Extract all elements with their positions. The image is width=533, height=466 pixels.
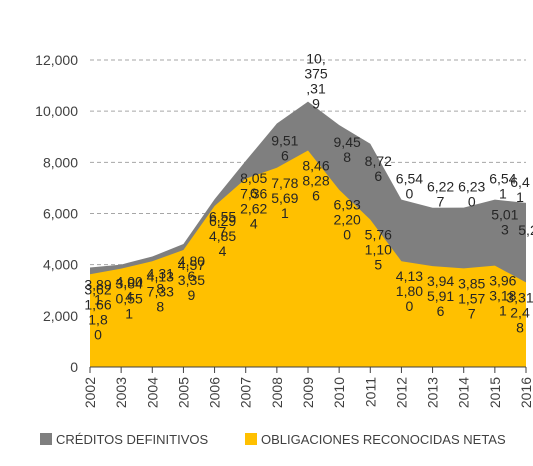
x-tick-label: 2012 [393,377,409,408]
data-label-obligaciones: 6,93 2,20 0 [334,197,361,243]
x-tick-label: 2008 [269,377,285,408]
data-label-obligaciones: 4,13 7,33 8 [147,268,174,314]
data-label-creditos: 4,00 4 [116,274,143,305]
data-label-creditos: 6,55 7 [209,208,236,239]
chart-areas [90,101,526,368]
data-label-obligaciones: 4,13 1,80 0 [396,268,423,314]
x-axis-ticks: 2002 2003 2004 2005 2006 2007 2008 2009 2010 2011… [82,366,533,408]
y-tick-label: 0 [70,359,78,375]
legend-label-obligaciones: OBLIGACIONES RECONOCIDAS NETAS [261,432,506,447]
data-label-creditos: 3,89 1 [84,276,111,307]
data-label-creditos: 6,54 0 [396,171,423,202]
data-label-obligaciones: 3,94 5,91 6 [427,273,454,319]
legend-label-creditos: CRÉDITOS DEFINITIVOS [56,432,208,447]
data-label-creditos: 6,54 1 [489,171,516,202]
data-label-obligaciones: 3,84 0,55 1 [116,276,143,322]
data-label-obligaciones: 3,62 1,66 1,8 0 [84,281,111,342]
data-labels: 3,89 14,00 44,31 84,80 66,55 78,05 69,51 610, 37… [84,51,533,343]
legend-swatch-obligaciones [245,433,257,445]
data-label-creditos: 6,23 0 [458,179,485,210]
data-label-creditos: 10, 375,31 9 [304,51,328,112]
y-tick-label: 6,000 [43,206,78,222]
y-tick-label: 10,000 [35,103,78,119]
data-label-obligaciones: 3,31 2,4 8 [506,289,533,335]
y-tick-label: 2,000 [43,308,78,324]
x-tick-label: 2014 [456,377,472,408]
data-label-obligaciones: 5,76 1,10 5 [365,227,392,273]
x-tick-label: 2007 [238,377,254,408]
data-label-creditos: 6,4 1 [510,174,530,205]
x-tick-label: 2004 [144,377,160,408]
y-tick-label: 4,000 [43,257,78,273]
y-tick-label: 8,000 [43,154,78,170]
data-label-obligaciones: 7,36 2,62 4 [240,186,267,232]
data-label-creditos: 4,80 6 [178,253,205,284]
legend-swatch-creditos [40,433,52,445]
data-label-obligaciones: 3,85 1,57 7 [458,275,485,321]
area-series-1 [90,150,526,367]
data-label-obligaciones: 6,29 4,85 4 [209,213,236,259]
data-label-creditos: 8,05 6 [240,170,267,201]
data-label-creditos: 4,31 8 [147,266,174,297]
x-tick-label: 2002 [82,377,98,408]
data-label-creditos: 9,45 8 [334,134,361,165]
data-label-creditos: 6,22 7 [427,179,454,210]
data-label-creditos: 8,72 6 [365,153,392,184]
data-label-obligaciones: 3,96 3,18 1 [489,273,516,319]
annotation-label: 5,01 3 [491,207,518,238]
x-tick-label: 2010 [331,377,347,408]
x-tick-label: 2011 [362,377,378,407]
x-tick-label: 2005 [175,377,191,408]
x-tick-label: 2003 [113,377,129,408]
y-tick-label: 12,000 [35,52,78,68]
data-label-obligaciones: 4,57 3,35 9 [178,257,205,303]
data-label-obligaciones: 8,46 8,28 6 [302,158,329,204]
data-label-obligaciones: 7,78 5,69 1 [271,175,298,221]
x-tick-label: 2013 [425,377,441,408]
annotation-label: 5,2 [518,222,533,238]
x-tick-label: 2009 [300,377,316,408]
y-axis-ticks: 0 2,000 4,000 6,000 8,000 10,000 12,000 [35,52,78,375]
x-tick-label: 2015 [487,377,503,408]
legend: CRÉDITOS DEFINITIVOS OBLIGACIONES RECONO… [40,432,506,447]
data-label-creditos: 9,51 6 [271,133,298,164]
x-tick-label: 2006 [207,377,223,408]
x-tick-label: 2016 [518,377,533,408]
